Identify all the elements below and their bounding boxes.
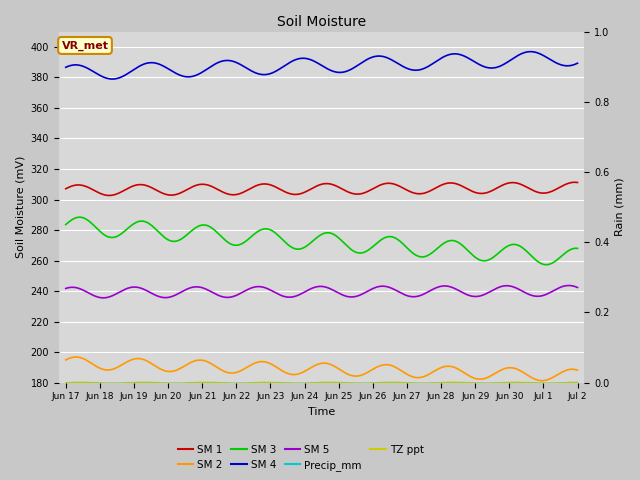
Text: VR_met: VR_met xyxy=(61,40,109,50)
SM 1 xyxy=(288,191,296,197)
SM 3 xyxy=(288,244,296,250)
Line: TZ ppt: TZ ppt xyxy=(66,382,577,383)
SM 4 xyxy=(62,64,70,70)
SM 5 xyxy=(288,294,296,300)
SM 2 xyxy=(269,362,277,368)
SM 1 xyxy=(269,183,277,189)
Line: SM 3: SM 3 xyxy=(66,217,577,264)
SM 1 xyxy=(573,180,581,185)
SM 4 xyxy=(527,49,534,55)
TZ ppt xyxy=(461,380,469,385)
TZ ppt xyxy=(114,380,122,386)
SM 2 xyxy=(470,375,478,381)
Precip_mm xyxy=(573,380,581,385)
SM 1 xyxy=(571,180,579,185)
SM 5 xyxy=(99,295,107,301)
SM 1 xyxy=(470,189,478,195)
SM 4 xyxy=(115,75,122,81)
SM 1 xyxy=(414,191,422,197)
Precip_mm xyxy=(461,380,468,385)
Line: SM 2: SM 2 xyxy=(66,357,577,381)
SM 5 xyxy=(115,290,122,296)
SM 5 xyxy=(470,294,478,300)
TZ ppt xyxy=(62,380,70,385)
SM 1 xyxy=(106,192,113,198)
SM 3 xyxy=(543,262,550,267)
TZ ppt xyxy=(232,380,240,386)
TZ ppt xyxy=(573,379,581,385)
SM 2 xyxy=(461,371,469,376)
Line: SM 1: SM 1 xyxy=(66,182,577,195)
SM 2 xyxy=(62,357,70,363)
SM 3 xyxy=(62,222,70,228)
SM 1 xyxy=(461,185,469,191)
SM 4 xyxy=(109,76,116,82)
SM 5 xyxy=(573,285,581,290)
SM 2 xyxy=(573,367,581,373)
SM 4 xyxy=(269,70,277,75)
TZ ppt xyxy=(414,380,422,386)
SM 4 xyxy=(470,59,478,65)
SM 4 xyxy=(573,60,581,66)
Precip_mm xyxy=(287,380,295,385)
Y-axis label: Rain (mm): Rain (mm) xyxy=(615,178,625,237)
SM 1 xyxy=(115,191,122,196)
SM 5 xyxy=(565,283,573,288)
Precip_mm xyxy=(114,380,122,385)
SM 4 xyxy=(461,54,469,60)
Precip_mm xyxy=(269,380,276,385)
SM 3 xyxy=(461,245,469,251)
SM 2 xyxy=(414,375,422,381)
Precip_mm xyxy=(413,380,421,385)
Y-axis label: Soil Moisture (mV): Soil Moisture (mV) xyxy=(15,156,25,258)
Title: Soil Moisture: Soil Moisture xyxy=(277,15,366,29)
SM 3 xyxy=(269,228,277,234)
SM 3 xyxy=(115,233,122,239)
Line: SM 4: SM 4 xyxy=(66,52,577,79)
SM 2 xyxy=(538,378,546,384)
SM 3 xyxy=(573,246,581,252)
SM 3 xyxy=(414,253,422,259)
SM 4 xyxy=(414,67,422,73)
Precip_mm xyxy=(470,380,478,385)
SM 2 xyxy=(288,372,296,377)
SM 5 xyxy=(414,293,422,299)
X-axis label: Time: Time xyxy=(308,407,335,417)
Legend: SM 1, SM 2, SM 3, SM 4, SM 5, Precip_mm, TZ ppt: SM 1, SM 2, SM 3, SM 4, SM 5, Precip_mm,… xyxy=(173,440,428,475)
SM 5 xyxy=(461,291,469,297)
TZ ppt xyxy=(269,380,277,385)
SM 3 xyxy=(76,214,83,220)
SM 2 xyxy=(115,364,122,370)
SM 2 xyxy=(72,354,80,360)
SM 5 xyxy=(62,286,70,291)
Precip_mm xyxy=(62,380,70,385)
Line: SM 5: SM 5 xyxy=(66,286,577,298)
SM 3 xyxy=(470,254,478,260)
TZ ppt xyxy=(470,380,478,386)
TZ ppt xyxy=(288,380,296,386)
SM 1 xyxy=(62,186,70,192)
SM 4 xyxy=(288,59,296,64)
SM 5 xyxy=(269,288,277,294)
